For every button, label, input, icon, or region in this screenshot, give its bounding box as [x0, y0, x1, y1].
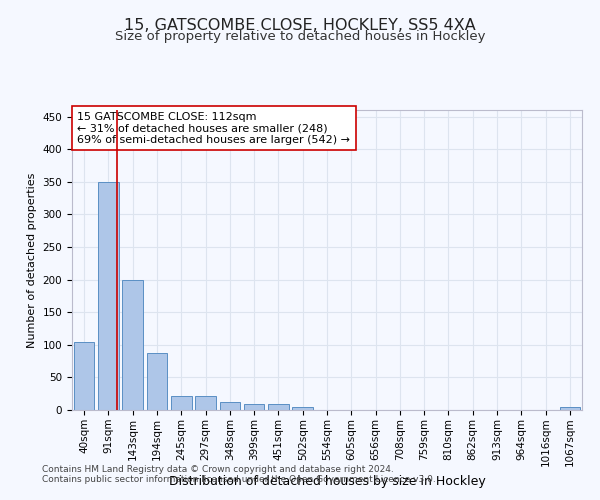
- Bar: [560, 408, 580, 410]
- Text: Contains public sector information licensed under the Open Government Licence v3: Contains public sector information licen…: [42, 476, 436, 484]
- Bar: [171, 396, 191, 410]
- Bar: [146, 354, 167, 410]
- Y-axis label: Number of detached properties: Number of detached properties: [27, 172, 37, 348]
- Text: Size of property relative to detached houses in Hockley: Size of property relative to detached ho…: [115, 30, 485, 43]
- Text: 15 GATSCOMBE CLOSE: 112sqm
← 31% of detached houses are smaller (248)
69% of sem: 15 GATSCOMBE CLOSE: 112sqm ← 31% of deta…: [77, 112, 350, 144]
- Bar: [74, 342, 94, 410]
- Text: Contains HM Land Registry data © Crown copyright and database right 2024.: Contains HM Land Registry data © Crown c…: [42, 466, 394, 474]
- Bar: [220, 402, 240, 410]
- X-axis label: Distribution of detached houses by size in Hockley: Distribution of detached houses by size …: [169, 474, 485, 488]
- Bar: [292, 406, 313, 410]
- Bar: [244, 404, 265, 410]
- Bar: [122, 280, 143, 410]
- Bar: [268, 404, 289, 410]
- Text: 15, GATSCOMBE CLOSE, HOCKLEY, SS5 4XA: 15, GATSCOMBE CLOSE, HOCKLEY, SS5 4XA: [124, 18, 476, 32]
- Bar: [195, 396, 216, 410]
- Bar: [98, 182, 119, 410]
